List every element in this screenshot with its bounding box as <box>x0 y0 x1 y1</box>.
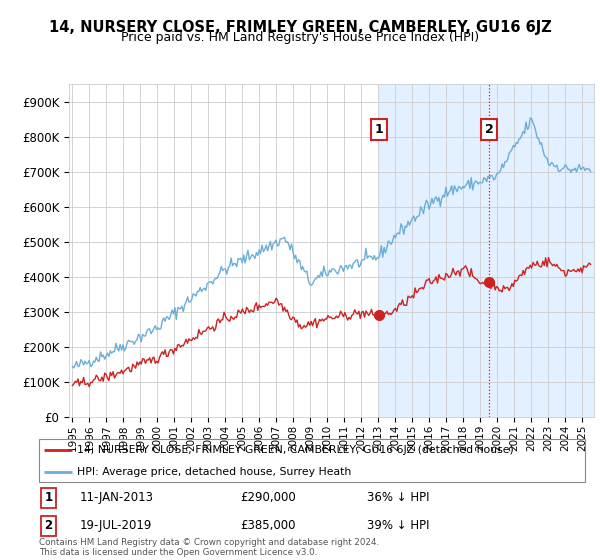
Text: 39% ↓ HPI: 39% ↓ HPI <box>367 519 430 533</box>
Text: 11-JAN-2013: 11-JAN-2013 <box>80 491 154 505</box>
Text: £385,000: £385,000 <box>240 519 296 533</box>
Text: 2: 2 <box>44 519 52 533</box>
Text: Contains HM Land Registry data © Crown copyright and database right 2024.
This d: Contains HM Land Registry data © Crown c… <box>39 538 379 557</box>
Text: 14, NURSERY CLOSE, FRIMLEY GREEN, CAMBERLEY, GU16 6JZ: 14, NURSERY CLOSE, FRIMLEY GREEN, CAMBER… <box>49 20 551 35</box>
Text: 1: 1 <box>374 123 383 136</box>
Text: 36% ↓ HPI: 36% ↓ HPI <box>367 491 430 505</box>
Text: HPI: Average price, detached house, Surrey Heath: HPI: Average price, detached house, Surr… <box>77 466 352 477</box>
Text: 2: 2 <box>485 123 494 136</box>
Text: 1: 1 <box>44 491 52 505</box>
Text: £290,000: £290,000 <box>240 491 296 505</box>
Text: Price paid vs. HM Land Registry's House Price Index (HPI): Price paid vs. HM Land Registry's House … <box>121 31 479 44</box>
Text: 14, NURSERY CLOSE, FRIMLEY GREEN, CAMBERLEY, GU16 6JZ (detached house): 14, NURSERY CLOSE, FRIMLEY GREEN, CAMBER… <box>77 445 514 455</box>
Bar <box>379 84 594 417</box>
Text: 19-JUL-2019: 19-JUL-2019 <box>80 519 152 533</box>
